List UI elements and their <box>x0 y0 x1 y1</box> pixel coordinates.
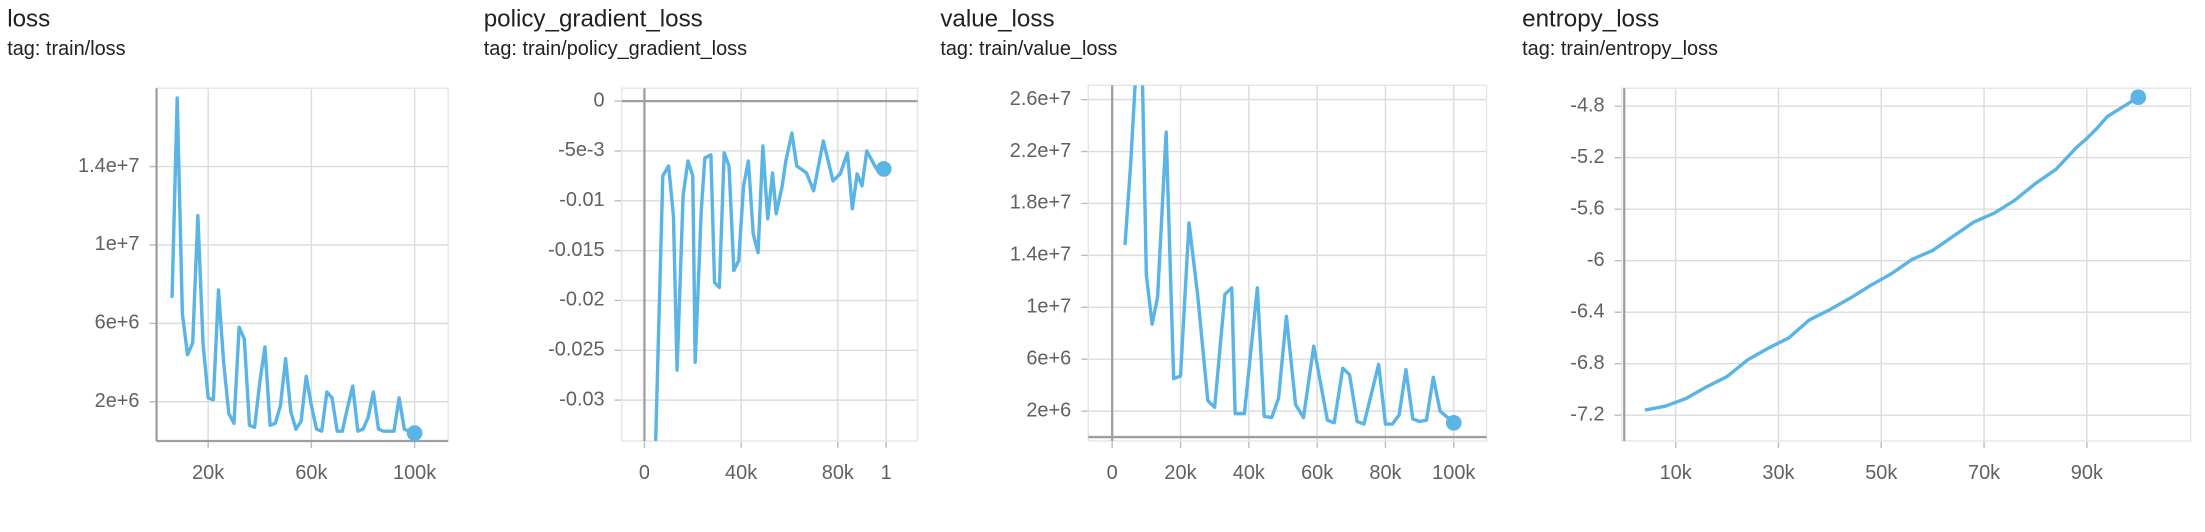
y-tick-label: -6.4 <box>1570 300 1604 322</box>
y-tick-label: -0.03 <box>559 388 604 410</box>
x-tick-label: 40k <box>725 462 757 484</box>
x-tick-label: 80k <box>1369 462 1401 484</box>
x-tick-label: 20k <box>1164 462 1196 484</box>
last-point <box>875 161 892 177</box>
chart-title: value_loss <box>940 5 1054 32</box>
chart-title: entropy_loss <box>1522 5 1659 32</box>
y-tick-label: -6.8 <box>1570 352 1604 374</box>
chart-tag: tag: train/entropy_loss <box>1522 38 1718 60</box>
x-tick-label: 100k <box>393 462 436 484</box>
x-tick-label: 0 <box>639 462 650 484</box>
x-tick-label: 70k <box>1968 462 2000 484</box>
y-tick-label: -0.02 <box>559 289 604 311</box>
y-tick-label: -0.025 <box>548 339 604 361</box>
y-tick-label: 6e+6 <box>95 312 140 334</box>
y-tick-label: -7.2 <box>1570 403 1604 425</box>
data-line <box>1644 95 2140 412</box>
y-tick-label: -5.2 <box>1570 146 1604 168</box>
last-point <box>1445 414 1462 431</box>
x-tick-label: 0 <box>1107 462 1118 484</box>
y-tick-label: 0 <box>594 89 605 111</box>
plot-frame <box>1087 84 1488 442</box>
chart-panel: entropy_loss tag: train/entropy_loss -4.8 -… <box>1522 5 2192 484</box>
y-tick-label: -4.8 <box>1570 94 1604 116</box>
chart-title: policy_gradient_loss <box>484 5 703 32</box>
y-tick-label: 2.2e+7 <box>1010 140 1071 162</box>
x-tick-label: 10k <box>1660 462 1692 484</box>
y-tick-label: -5e-3 <box>558 139 604 161</box>
x-tick-label: 1 <box>881 462 892 484</box>
y-tick-label: 2e+6 <box>1026 399 1071 421</box>
chart-tag: tag: train/value_loss <box>940 38 1117 60</box>
x-tick-label: 60k <box>295 462 327 484</box>
y-tick-label: 2.6e+7 <box>1010 88 1071 110</box>
x-tick-label: 100k <box>1432 462 1475 484</box>
data-line <box>653 131 884 441</box>
y-tick-label: 1e+7 <box>1026 296 1071 318</box>
x-tick-label: 60k <box>1301 462 1333 484</box>
y-tick-label: 2e+6 <box>95 390 140 412</box>
plot-frame <box>620 87 919 442</box>
y-tick-label: 1.8e+7 <box>1010 192 1071 214</box>
chart-panel: policy_gradient_loss tag: train/policy_gr… <box>484 5 919 484</box>
x-tick-label: 80k <box>822 462 854 484</box>
plot-frame <box>1620 87 2192 442</box>
y-tick-label: -6 <box>1587 249 1605 271</box>
x-tick-label: 90k <box>2071 462 2103 484</box>
last-point <box>406 425 423 441</box>
y-tick-label: -0.015 <box>548 239 604 261</box>
y-tick-label: 1.4e+7 <box>1010 244 1071 266</box>
x-tick-label: 20k <box>192 462 224 484</box>
y-tick-label: -0.01 <box>559 189 604 211</box>
chart-panel: loss tag: train/loss 2e+6 6e+6 1e+7 1.4e+7 20k… <box>7 5 449 484</box>
chart-title: loss <box>7 5 50 32</box>
y-tick-label: 6e+6 <box>1026 347 1071 369</box>
y-tick-label: 1e+7 <box>95 233 140 255</box>
y-tick-label: -5.6 <box>1570 197 1604 219</box>
last-point <box>2130 89 2147 106</box>
x-tick-label: 40k <box>1233 462 1265 484</box>
chart-panel: value_loss tag: train/value_loss 2e+6 6e+6 1… <box>940 5 1488 484</box>
chart-tag: tag: train/loss <box>7 38 125 60</box>
y-tick-label: 1.4e+7 <box>78 155 139 177</box>
x-tick-label: 50k <box>1865 462 1897 484</box>
chart-tag: tag: train/policy_gradient_loss <box>484 38 747 60</box>
data-line <box>1123 85 1455 426</box>
x-tick-label: 30k <box>1762 462 1794 484</box>
data-line <box>170 96 416 435</box>
